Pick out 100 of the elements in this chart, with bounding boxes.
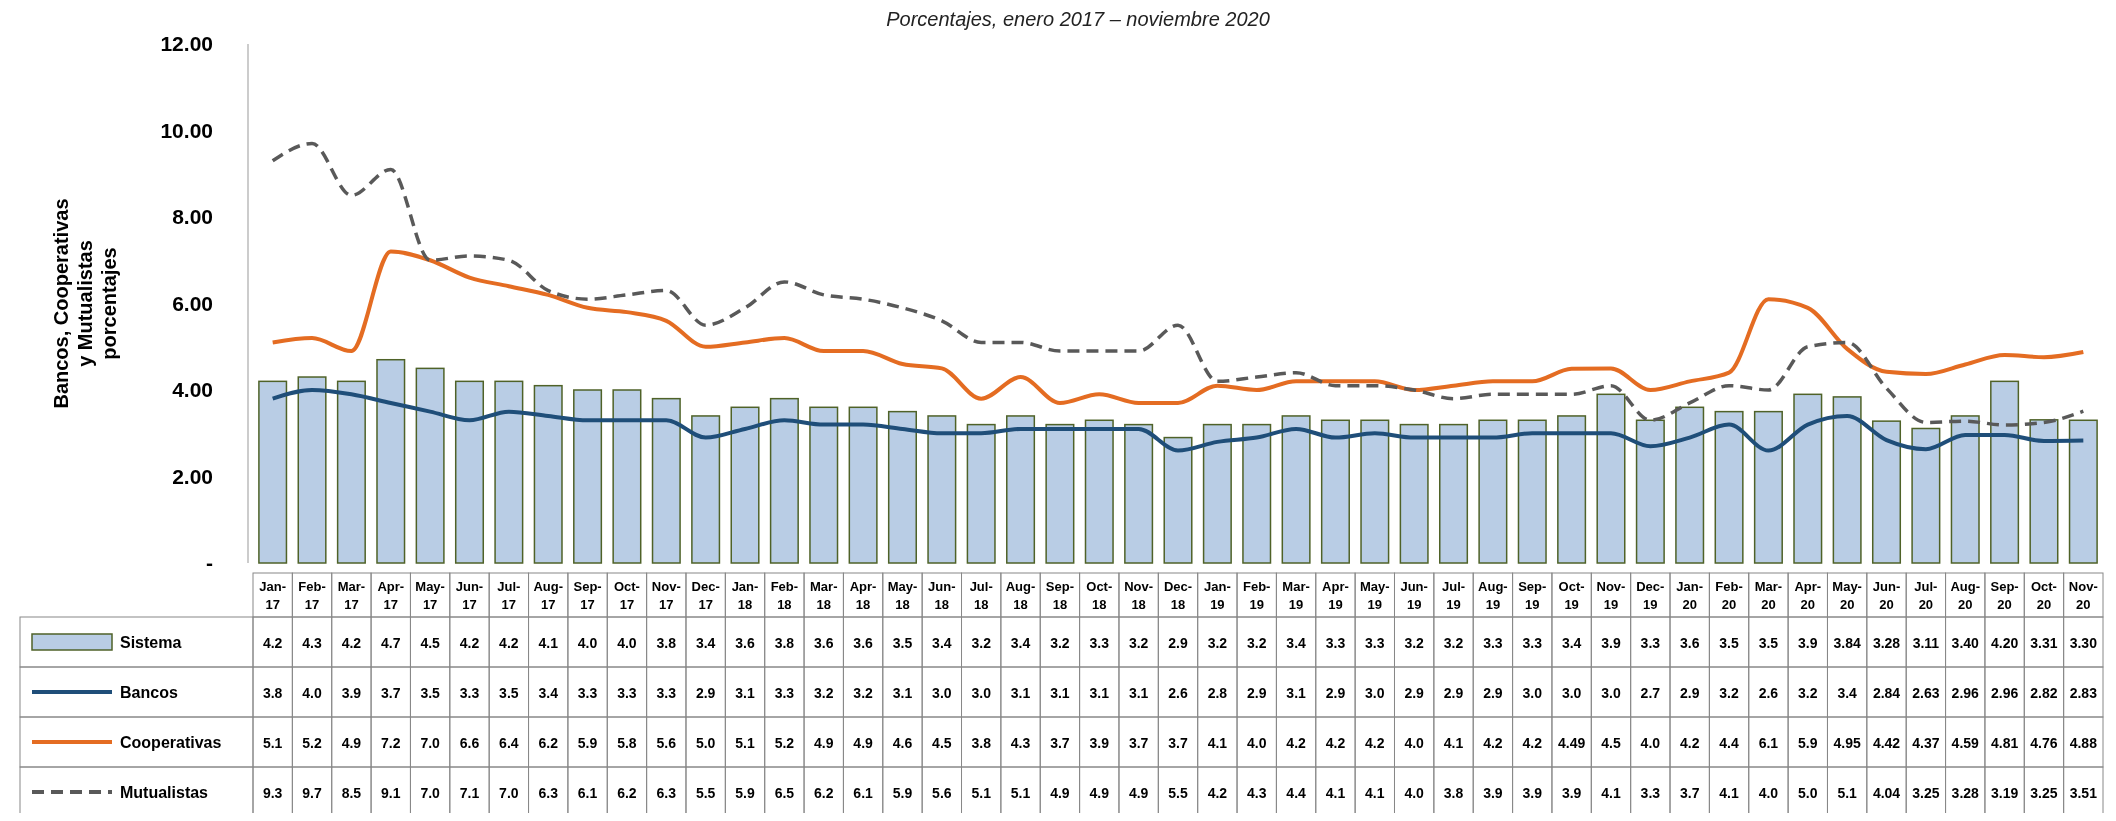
data-label: 4.0 xyxy=(1640,735,1661,751)
x-tick-label: Dec-18 xyxy=(1163,579,1193,612)
data-label: 4.76 xyxy=(2030,735,2058,751)
data-label: 5.1 xyxy=(1837,785,1858,801)
x-tick-label: Mar-20 xyxy=(1754,579,1783,612)
bar xyxy=(809,406,839,564)
bar xyxy=(1163,436,1193,564)
data-label: 8.5 xyxy=(341,785,362,801)
data-label: 4.42 xyxy=(1872,735,1901,751)
data-label: 3.7 xyxy=(1128,735,1149,751)
bar xyxy=(1714,410,1744,564)
data-label: 3.8 xyxy=(1443,785,1464,801)
data-label: 4.9 xyxy=(853,735,874,751)
data-label: 2.9 xyxy=(695,685,716,701)
x-tick-label: Jul-19 xyxy=(1441,579,1466,612)
data-label: 4.9 xyxy=(1089,785,1110,801)
data-label: 6.3 xyxy=(656,785,677,801)
data-label: 3.11 xyxy=(1912,635,1940,651)
data-label: 6.1 xyxy=(1758,735,1779,751)
x-tick-label: Feb-20 xyxy=(1715,579,1743,612)
x-tick-label: Oct-17 xyxy=(613,579,640,612)
line-series xyxy=(270,249,2086,405)
data-label: 4.0 xyxy=(1246,735,1267,751)
data-label: 3.5 xyxy=(420,685,441,701)
data-label: 3.8 xyxy=(262,685,283,701)
data-label: 3.1 xyxy=(1286,685,1307,701)
data-label: 2.8 xyxy=(1207,685,1228,701)
x-tick-label: Sep-20 xyxy=(1990,579,2019,612)
data-label: 3.3 xyxy=(459,685,480,701)
bar xyxy=(966,423,996,564)
x-tick-label: Jul-18 xyxy=(969,579,993,612)
data-label: 3.8 xyxy=(774,635,795,651)
data-label: 5.1 xyxy=(1010,785,1031,801)
data-label: 3.2 xyxy=(1050,635,1070,651)
x-tick-label: Apr-18 xyxy=(849,579,877,612)
data-label: 3.2 xyxy=(1246,635,1267,651)
data-label: 4.0 xyxy=(617,635,637,651)
data-label: 2.83 xyxy=(2069,685,2098,701)
data-label: 4.2 xyxy=(499,635,519,651)
data-label: 4.9 xyxy=(1128,785,1149,801)
data-label: 4.95 xyxy=(1833,735,1861,751)
data-label: 3.1 xyxy=(1089,685,1110,701)
data-label: 5.5 xyxy=(695,785,716,801)
data-label: 3.30 xyxy=(2069,635,2098,651)
x-tick-label: May-20 xyxy=(1832,579,1862,612)
data-label: 6.2 xyxy=(538,735,559,751)
data-label: 4.5 xyxy=(932,735,952,751)
data-label: 5.6 xyxy=(932,785,952,801)
bar xyxy=(651,397,681,564)
bar xyxy=(336,380,366,564)
data-label: 4.0 xyxy=(302,685,322,701)
data-label: 3.7 xyxy=(1679,785,1700,801)
bar xyxy=(533,384,563,564)
bar xyxy=(2068,419,2098,564)
bar xyxy=(494,380,524,564)
data-label: 4.2 xyxy=(459,635,480,651)
data-label: 2.84 xyxy=(1872,685,1901,701)
x-tick-label: Oct-20 xyxy=(2030,579,2057,612)
data-label: 3.3 xyxy=(774,685,795,701)
data-label: 4.1 xyxy=(1601,785,1621,801)
x-tick-label: Feb-19 xyxy=(1243,579,1271,612)
data-label: 3.1 xyxy=(735,685,755,701)
y-tick-label: 6.00 xyxy=(172,291,213,315)
data-label: 3.19 xyxy=(1990,785,2019,801)
data-label: 5.9 xyxy=(1798,735,1818,751)
data-label: 4.1 xyxy=(1365,785,1385,801)
data-label: 3.4 xyxy=(538,685,559,701)
data-label: 3.28 xyxy=(1872,635,1901,651)
legend-label: Cooperativas xyxy=(120,734,222,751)
data-label: 2.63 xyxy=(1912,685,1940,701)
data-label: 4.4 xyxy=(1719,735,1740,751)
x-tick-label: Oct-19 xyxy=(1558,579,1585,612)
data-label: 4.59 xyxy=(1951,735,1980,751)
data-label: 3.5 xyxy=(499,685,519,701)
data-label: 4.1 xyxy=(1207,735,1228,751)
data-label: 3.1 xyxy=(1010,685,1031,701)
data-label: 3.51 xyxy=(2069,785,2098,801)
x-tick-label: May-18 xyxy=(887,579,918,612)
bar xyxy=(1793,393,1823,564)
data-label: 2.7 xyxy=(1640,685,1661,701)
data-label: 4.2 xyxy=(262,635,283,651)
x-tick-label: Dec-17 xyxy=(691,579,720,612)
data-label: 9.1 xyxy=(381,785,401,801)
bar xyxy=(612,389,642,564)
data-label: 7.0 xyxy=(420,785,441,801)
data-label: 3.25 xyxy=(1912,785,1940,801)
data-label: 3.2 xyxy=(1404,635,1425,651)
data-label: 3.2 xyxy=(1128,635,1149,651)
bar xyxy=(454,380,485,564)
x-tick-label: Nov-19 xyxy=(1596,579,1626,612)
data-label: 3.25 xyxy=(2030,785,2058,801)
x-tick-label: Jun-17 xyxy=(455,579,484,612)
data-label: 4.2 xyxy=(1365,735,1385,751)
x-tick-label: Oct-18 xyxy=(1086,579,1113,612)
x-tick-label: Jan-20 xyxy=(1676,579,1704,612)
data-label: 6.2 xyxy=(814,785,834,801)
data-label: 7.2 xyxy=(381,735,401,751)
data-label: 4.9 xyxy=(1050,785,1070,801)
bar xyxy=(376,358,406,564)
bar xyxy=(1911,427,1941,564)
